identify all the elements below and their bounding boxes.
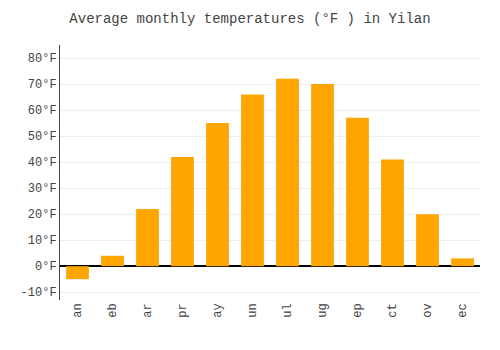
svg-text:60°F: 60°F	[28, 104, 57, 118]
svg-text:ug: ug	[316, 303, 330, 317]
svg-text:30°F: 30°F	[28, 182, 57, 196]
svg-text:eb: eb	[106, 303, 120, 317]
svg-text:ay: ay	[211, 303, 225, 317]
svg-text:-10°F: -10°F	[21, 286, 57, 300]
svg-text:ct: ct	[386, 303, 400, 317]
svg-text:ec: ec	[456, 303, 470, 317]
svg-text:ar: ar	[141, 303, 155, 317]
svg-text:un: un	[246, 303, 260, 317]
svg-text:an: an	[71, 303, 85, 317]
svg-text:20°F: 20°F	[28, 208, 57, 222]
svg-text:ov: ov	[421, 303, 435, 317]
svg-text:80°F: 80°F	[28, 52, 57, 66]
svg-text:70°F: 70°F	[28, 78, 57, 92]
svg-text:10°F: 10°F	[28, 234, 57, 248]
svg-text:pr: pr	[176, 303, 190, 317]
svg-text:50°F: 50°F	[28, 130, 57, 144]
svg-text:ep: ep	[351, 303, 365, 317]
svg-text:40°F: 40°F	[28, 156, 57, 170]
svg-text:0°F: 0°F	[35, 260, 57, 274]
svg-text:ul: ul	[281, 303, 295, 317]
svg-text:Average monthly temperatures (: Average monthly temperatures (°F ) in Yi…	[69, 11, 430, 27]
